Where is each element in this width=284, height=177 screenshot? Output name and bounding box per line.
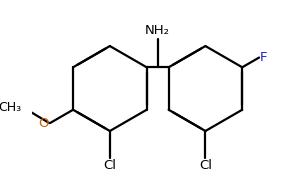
Text: O: O: [38, 116, 48, 130]
Text: Cl: Cl: [199, 159, 212, 172]
Text: NH₂: NH₂: [145, 24, 170, 37]
Text: CH₃: CH₃: [0, 101, 22, 115]
Text: Cl: Cl: [103, 159, 116, 172]
Text: F: F: [260, 51, 268, 64]
